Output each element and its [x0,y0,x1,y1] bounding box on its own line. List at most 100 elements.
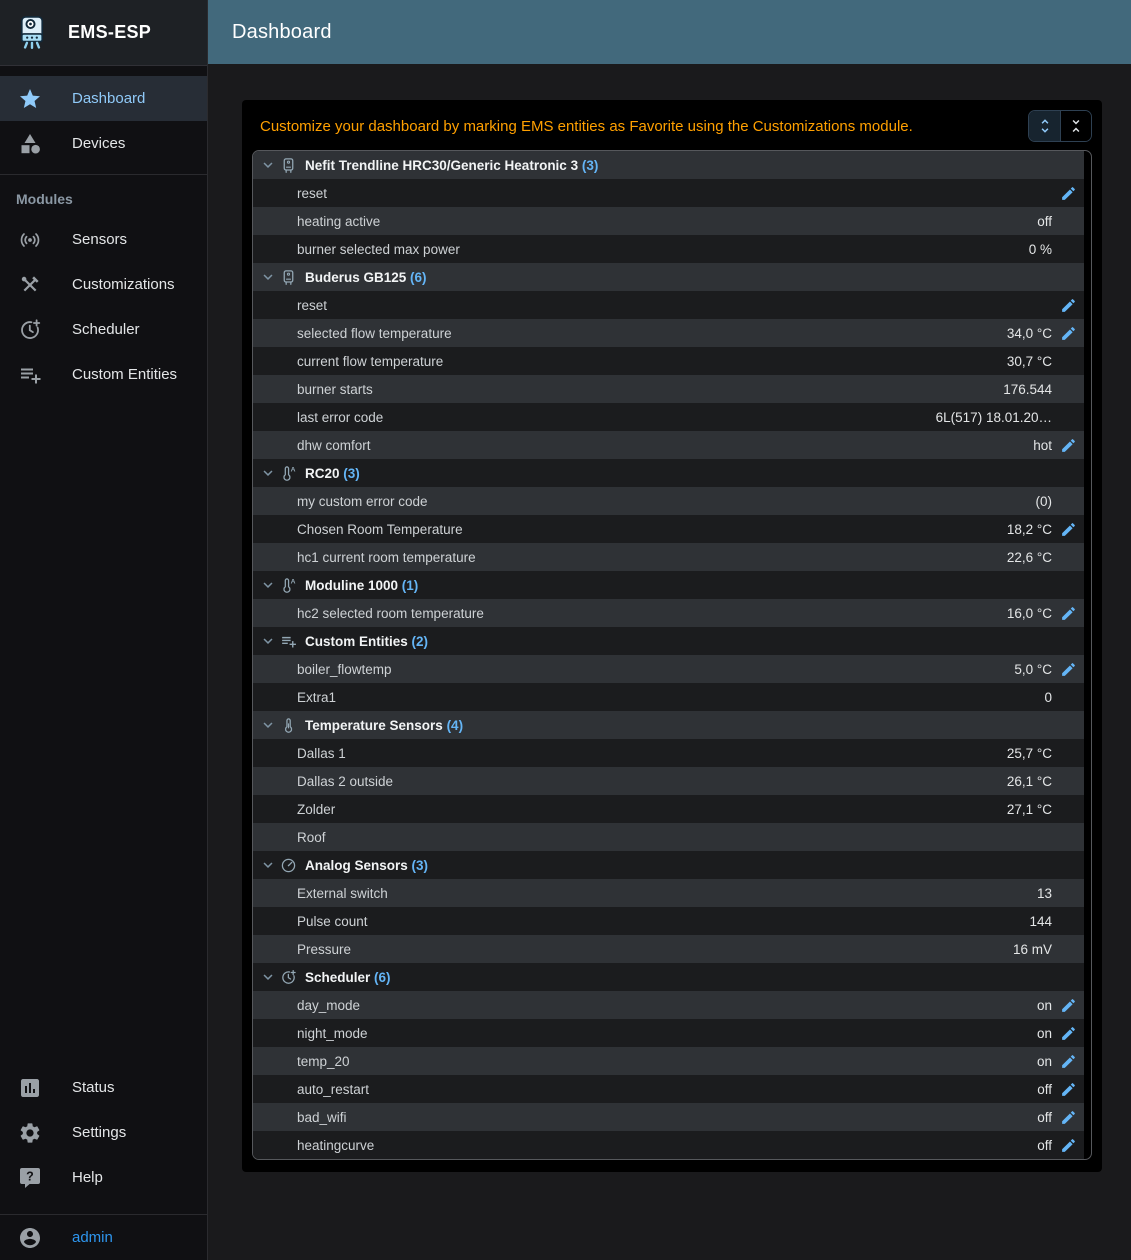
entity-name: selected flow temperature [297,325,452,341]
nav-item-label: admin [72,1229,113,1246]
chevron-down-icon[interactable] [259,576,277,594]
nav-item-label: Custom Entities [72,366,178,383]
edit-icon[interactable] [1060,185,1077,202]
entity-name: burner selected max power [297,241,460,257]
group-count: (3) [343,465,360,481]
edit-icon[interactable] [1060,1053,1077,1070]
divider [0,174,207,175]
boiler-logo-icon [14,15,50,51]
edit-icon[interactable] [1060,297,1077,314]
edit-cell [1052,515,1084,543]
sidebar-item-settings[interactable]: Settings [0,1110,207,1155]
edit-icon[interactable] [1060,997,1077,1014]
entity-row: Zolder 27,1 °C [253,795,1084,823]
nav-item-label: Scheduler [72,321,140,338]
app-logo-header: EMS-ESP [0,0,207,66]
sidebar-item-custom-entities[interactable]: Custom Entities [0,352,207,397]
edit-icon[interactable] [1060,1137,1077,1154]
chevron-down-icon[interactable] [259,856,277,874]
notice-text: Customize your dashboard by marking EMS … [260,117,913,135]
group-name: Analog Sensors (3) [305,857,429,873]
expand-all-button[interactable] [1029,111,1060,141]
chevron-down-icon[interactable] [259,268,277,286]
entity-name: my custom error code [297,493,428,509]
group-header-row[interactable]: Nefit Trendline HRC30/Generic Heatronic … [253,151,1084,179]
entity-row: Pressure 16 mV [253,935,1084,963]
thermostat-icon: A [280,465,297,482]
sidebar-user-admin[interactable]: admin [0,1215,207,1260]
entity-value: on [1036,1025,1052,1041]
entity-name: burner starts [297,381,373,397]
chevron-down-icon[interactable] [259,156,277,174]
nav-item-label: Status [72,1079,115,1096]
chevron-down-icon[interactable] [259,464,277,482]
sidebar-item-help[interactable]: ? Help [0,1155,207,1200]
entity-name: temp_20 [297,1053,350,1069]
entity-name: night_mode [297,1025,368,1041]
group-name: Scheduler (6) [305,969,391,985]
sidebar: EMS-ESP Dashboard Devices Modules Sensor… [0,0,208,1260]
edit-icon[interactable] [1060,661,1077,678]
group-header-row[interactable]: A RC20 (3) [253,459,1084,487]
entity-row[interactable]: selected flow temperature 34,0 °C [253,319,1084,347]
edit-icon[interactable] [1060,521,1077,538]
entity-value: 6L(517) 18.01.20… [935,409,1052,425]
entity-row: External switch 13 [253,879,1084,907]
edit-cell [1052,1019,1084,1047]
entity-row[interactable]: auto_restart off [253,1075,1084,1103]
edit-cell [1052,179,1084,207]
edit-icon[interactable] [1060,325,1077,342]
entity-name: Pressure [297,941,352,957]
edit-icon[interactable] [1060,1109,1077,1126]
sidebar-item-status[interactable]: Status [0,1065,207,1110]
edit-cell [1052,767,1084,795]
entity-row[interactable]: bad_wifi off [253,1103,1084,1131]
entity-row[interactable]: temp_20 on [253,1047,1084,1075]
category-icon [18,132,42,156]
sidebar-item-devices[interactable]: Devices [0,121,207,166]
entity-name: hc2 selected room temperature [297,605,484,621]
sidebar-item-scheduler[interactable]: Scheduler [0,307,207,352]
divider [0,1214,207,1215]
group-header-row[interactable]: Custom Entities (2) [253,627,1084,655]
group-header-row[interactable]: Analog Sensors (3) [253,851,1084,879]
collapse-all-button[interactable] [1060,111,1091,141]
entity-row[interactable]: day_mode on [253,991,1084,1019]
entity-row[interactable]: heatingcurve off [253,1131,1084,1159]
edit-cell [1052,235,1084,263]
entity-row[interactable]: reset [253,291,1084,319]
entity-row[interactable]: dhw comfort hot [253,431,1084,459]
entity-name: current flow temperature [297,353,444,369]
chevron-down-icon[interactable] [259,968,277,986]
edit-icon[interactable] [1060,1025,1077,1042]
entity-name: Roof [297,829,326,845]
edit-cell [1052,1047,1084,1075]
entity-value: 18,2 °C [1006,521,1052,537]
entity-row[interactable]: Chosen Room Temperature 18,2 °C [253,515,1084,543]
chevron-down-icon[interactable] [259,716,277,734]
edit-cell [1052,795,1084,823]
thermostat-icon: A [280,577,297,594]
group-header-row[interactable]: A Moduline 1000 (1) [253,571,1084,599]
edit-cell [1052,319,1084,347]
sidebar-item-customizations[interactable]: Customizations [0,262,207,307]
entity-row[interactable]: hc2 selected room temperature 16,0 °C [253,599,1084,627]
entity-value: 0 [1044,689,1052,705]
entity-row: burner selected max power 0 % [253,235,1084,263]
svg-text:A: A [291,466,296,473]
group-header-row[interactable]: Scheduler (6) [253,963,1084,991]
sidebar-item-sensors[interactable]: Sensors [0,217,207,262]
group-header-row[interactable]: Temperature Sensors (4) [253,711,1084,739]
entity-row[interactable]: reset [253,179,1084,207]
thermometer-icon [280,717,297,734]
chevron-down-icon[interactable] [259,632,277,650]
edit-icon[interactable] [1060,437,1077,454]
edit-icon[interactable] [1060,605,1077,622]
svg-text:?: ? [26,1169,34,1183]
sidebar-item-dashboard[interactable]: Dashboard [0,76,207,121]
entity-name: last error code [297,409,384,425]
edit-icon[interactable] [1060,1081,1077,1098]
entity-row[interactable]: night_mode on [253,1019,1084,1047]
entity-row[interactable]: boiler_flowtemp 5,0 °C [253,655,1084,683]
group-header-row[interactable]: Buderus GB125 (6) [253,263,1084,291]
